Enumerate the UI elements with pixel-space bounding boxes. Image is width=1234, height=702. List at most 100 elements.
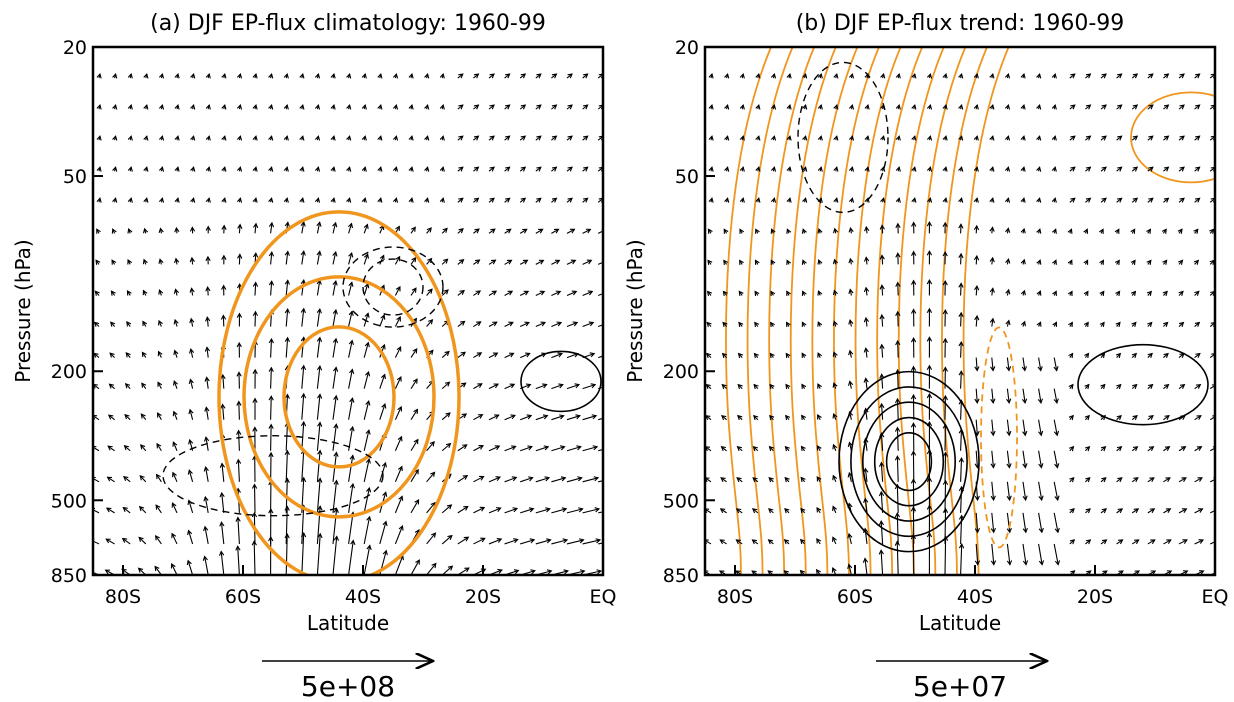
flux-vector-head — [848, 166, 855, 172]
flux-vector — [206, 347, 209, 358]
positive-contour — [876, 47, 924, 575]
flux-vector-head — [104, 569, 111, 575]
flux-vector — [865, 348, 868, 358]
flux-vector-head — [473, 135, 480, 141]
flux-vector-head — [551, 135, 558, 141]
flux-vector — [332, 367, 337, 389]
flux-vector-head — [299, 197, 305, 203]
flux-vector-head — [556, 321, 563, 327]
flux-vector-head — [122, 506, 128, 512]
flux-vector — [881, 315, 884, 327]
flux-vector-head — [220, 373, 226, 380]
flux-vector-head — [1181, 508, 1188, 513]
flux-vector-head — [1198, 539, 1205, 544]
flux-vector-head — [333, 451, 339, 457]
flux-vector-head — [544, 476, 551, 482]
flux-vector-head — [462, 444, 468, 450]
flux-vector-head — [268, 72, 274, 79]
y-tick-label: 20 — [63, 37, 87, 59]
positive-contour — [833, 47, 880, 575]
flux-vector — [426, 532, 436, 545]
flux-vector-head — [314, 104, 321, 110]
panel-a-x-label: Latitude — [307, 611, 389, 635]
flux-vector-head — [508, 352, 515, 358]
flux-vector — [566, 228, 575, 234]
flux-vector-head — [832, 382, 838, 388]
flux-vector-head — [942, 337, 948, 344]
flux-vector-head — [958, 252, 964, 259]
flux-vector-head — [585, 228, 592, 234]
flux-vector-head — [1132, 197, 1139, 203]
flux-vector-head — [173, 380, 178, 386]
flux-vector — [848, 533, 852, 545]
flux-vector — [270, 339, 273, 358]
flux-vector — [566, 446, 581, 452]
flux-vector-head — [1005, 288, 1011, 295]
flux-vector-head — [755, 197, 761, 203]
flux-vector — [551, 322, 562, 328]
flux-vector-head — [879, 343, 885, 350]
flux-vector-head — [911, 250, 917, 256]
flux-vector-head — [439, 135, 445, 141]
flux-vector — [426, 258, 432, 265]
flux-vector — [473, 259, 480, 265]
flux-vector-head — [833, 166, 839, 172]
flux-vector-head — [989, 166, 995, 172]
flux-vector-head — [219, 491, 225, 498]
flux-vector-head — [1195, 135, 1201, 141]
flux-vector-head — [1083, 228, 1089, 234]
flux-vector — [122, 538, 131, 545]
flux-vector — [1007, 574, 1008, 575]
flux-vector-head — [171, 502, 177, 508]
flux-vector-head — [879, 224, 885, 230]
flux-vector-head — [786, 166, 792, 172]
flux-vector-head — [1131, 321, 1137, 328]
flux-vector-head — [330, 135, 336, 141]
flux-vector — [188, 530, 194, 545]
flux-vector-head — [300, 221, 306, 227]
y-tick-label: 850 — [663, 565, 699, 587]
flux-vector-head — [1037, 366, 1043, 372]
flux-vector-head — [314, 197, 321, 203]
flux-vector-head — [127, 227, 133, 234]
flux-vector-head — [786, 290, 791, 296]
flux-vector-head — [800, 507, 806, 514]
flux-vector-head — [1146, 290, 1153, 296]
flux-vector-head — [786, 72, 792, 79]
flux-vector-head — [316, 336, 323, 343]
flux-vector — [457, 228, 464, 234]
flux-vector — [221, 492, 225, 513]
flux-vector-head — [832, 289, 838, 296]
flux-vector-head — [832, 351, 838, 357]
flux-vector-head — [1163, 321, 1169, 327]
flux-vector-head — [314, 72, 321, 79]
flux-vector — [238, 401, 240, 420]
flux-vector-head — [910, 533, 917, 540]
flux-vector-head — [236, 341, 242, 348]
flux-vector-head — [753, 414, 759, 421]
flux-vector-head — [363, 253, 369, 259]
flux-vector — [582, 539, 601, 545]
flux-vector-head — [551, 104, 558, 110]
flux-vector — [520, 508, 534, 514]
flux-vector-head — [786, 135, 792, 141]
flux-vector — [441, 228, 448, 234]
flux-vector — [551, 508, 567, 514]
flux-vector-head — [413, 408, 419, 414]
flux-vector-head — [559, 414, 565, 420]
flux-vector-head — [1130, 228, 1136, 234]
flux-vector-head — [569, 228, 576, 234]
flux-vector-head — [817, 352, 823, 358]
flux-vector-head — [769, 414, 775, 421]
flux-vector — [597, 292, 603, 296]
flux-vector — [332, 338, 337, 358]
flux-vector-head — [203, 436, 210, 442]
flux-vector-head — [724, 104, 730, 110]
flux-vector-head — [530, 569, 536, 575]
flux-vector — [504, 352, 514, 359]
flux-vector-head — [361, 72, 367, 79]
flux-vector — [441, 351, 450, 358]
flux-vector — [155, 535, 162, 545]
flux-vector — [189, 379, 194, 389]
flux-vector-head — [473, 197, 480, 203]
